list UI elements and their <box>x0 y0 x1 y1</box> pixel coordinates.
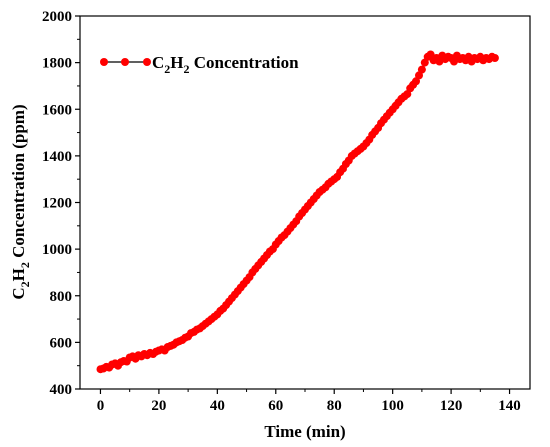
legend-label-c: C <box>152 53 164 72</box>
x-tick-label: 80 <box>327 398 342 414</box>
legend-label-sub2: 2 <box>184 62 190 76</box>
legend-label-sub1: 2 <box>164 62 170 76</box>
data-point <box>490 54 499 62</box>
y-label-c: C <box>9 287 28 299</box>
y-axis-label: C2H2 Concentration (ppm) <box>9 104 32 299</box>
y-tick-label: 800 <box>50 289 73 305</box>
y-label-rest: Concentration (ppm) <box>9 104 28 262</box>
x-tick-label: 0 <box>97 398 105 414</box>
x-axis: 0 20 40 60 80 100 120 140 <box>97 389 521 414</box>
y-tick-label: 1600 <box>42 102 72 118</box>
x-tick-label: 20 <box>151 398 166 414</box>
legend-marker-right <box>143 58 151 66</box>
series-layer <box>96 50 499 374</box>
data-point <box>417 65 426 74</box>
x-axis-label: Time (min) <box>264 422 345 441</box>
legend-label: C2H2 Concentration <box>152 53 299 76</box>
y-tick-label: 2000 <box>42 9 72 25</box>
legend-label-rest: Concentration <box>190 53 300 72</box>
y-axis: 400 600 800 1000 1200 1400 1600 1800 2000 <box>42 9 80 398</box>
y-label-h: H <box>9 268 28 281</box>
x-tick-label: 120 <box>440 398 463 414</box>
y-tick-label: 1400 <box>42 149 72 165</box>
x-tick-label: 40 <box>210 398 225 414</box>
x-tick-label: 60 <box>268 398 283 414</box>
y-tick-label: 400 <box>50 382 73 398</box>
series-line <box>100 53 496 370</box>
y-tick-label: 1000 <box>42 242 72 258</box>
y-label-sub1: 2 <box>18 281 32 287</box>
data-point <box>412 77 420 86</box>
legend: C2H2 Concentration <box>100 53 299 76</box>
y-tick-label: 1800 <box>42 56 72 72</box>
legend-marker-left <box>100 58 108 66</box>
x-tick-label: 100 <box>381 398 404 414</box>
x-tick-label: 140 <box>498 398 521 414</box>
legend-label-h: H <box>170 53 183 72</box>
y-tick-label: 600 <box>50 335 73 351</box>
legend-marker-center <box>121 58 129 66</box>
y-label-sub2: 2 <box>18 262 32 268</box>
y-tick-label: 1200 <box>42 196 72 212</box>
plot-frame <box>79 15 531 390</box>
